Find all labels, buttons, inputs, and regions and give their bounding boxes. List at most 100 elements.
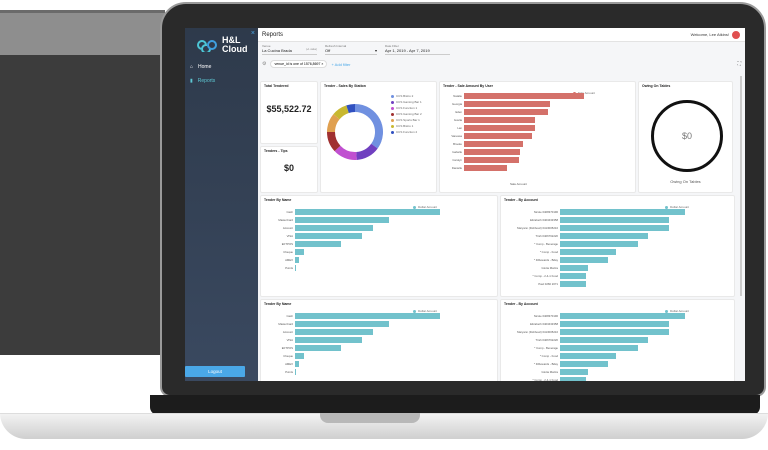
legend-item[interactable]: CCS Bistro 1	[391, 124, 422, 128]
add-filter-button[interactable]: + Add filter	[331, 61, 351, 67]
bar-row[interactable]: Lan	[442, 124, 592, 131]
card-title: Tender - Sales By Station	[324, 84, 366, 88]
bar-row[interactable]: MasterCard	[265, 216, 440, 223]
chevron-down-icon: ▾	[374, 48, 377, 53]
bar-row[interactable]: Points	[265, 264, 440, 271]
sidebar-item-label: Home	[198, 64, 212, 70]
refresh-select[interactable]: Off ▾	[325, 48, 377, 55]
legend-item[interactable]: CCS Gaming Bar 2	[391, 112, 422, 116]
x-axis-label: Sale Amount	[510, 182, 528, 186]
bar-row[interactable]: * Comp - Food	[505, 352, 685, 359]
bar-row[interactable]: * FiRewards - Bday	[505, 360, 685, 367]
date-filter-input[interactable]: Apr 1, 2019 - Apr 7, 2019	[385, 48, 450, 55]
bar-row[interactable]: Account	[265, 328, 440, 335]
card-title: Tender By Name	[264, 302, 292, 306]
total-tendered-value: $55,522.72	[266, 104, 312, 114]
filter-chip[interactable]: venue_id is one of 1576,8697 ×	[270, 60, 328, 68]
bar-row[interactable]: Maryann (Fishbowl) 0413005210	[505, 224, 685, 231]
scrollbar[interactable]	[740, 76, 742, 296]
tips-value: $0	[283, 163, 294, 173]
bar-row[interactable]: Nicole 0408370190	[505, 208, 685, 215]
refresh-label: Refresh Interval	[325, 44, 347, 48]
filter-bar: Venue La Cucina Brada (+1 value) Refresh I…	[258, 42, 745, 57]
sale-amount-by-user-card: Tender - Sale Amount By User Sale Amount…	[439, 81, 636, 193]
bar-row[interactable]: Eden	[442, 108, 592, 115]
fullscreen-icon[interactable]: ⛶	[737, 61, 741, 67]
tips-card: Tenders - Tips $0	[260, 146, 318, 193]
bar-row[interactable]: Vanessa	[442, 132, 592, 139]
bar-row[interactable]: Account	[265, 224, 440, 231]
bar-row[interactable]: EFTPOS	[265, 240, 440, 247]
bar-row[interactable]: Cash	[265, 312, 440, 319]
tender-by-name-card-2: Tender By Name Dollar Amount Cash MasterC…	[260, 299, 498, 381]
background-panel	[0, 10, 165, 58]
bar-row[interactable]: Paul 0266 2071	[505, 280, 685, 287]
bar-row[interactable]: Gloria Mazza	[505, 264, 685, 271]
bar-row[interactable]: Trish 0406762220	[505, 232, 685, 239]
bar-row[interactable]: Georgia	[442, 100, 592, 107]
bar-row[interactable]: Points	[265, 368, 440, 375]
home-icon: ⌂	[190, 64, 194, 70]
bar-row[interactable]: Carolyn	[442, 156, 592, 163]
donut-chart	[327, 104, 383, 160]
tender-by-name-card: Tender By Name Dollar Amount Cash MasterC…	[260, 195, 498, 297]
legend-item[interactable]: CCS Function 1	[391, 106, 422, 110]
legend-item[interactable]: CCS Bistro 2	[391, 94, 422, 98]
laptop-hinge	[150, 395, 760, 415]
bar-row[interactable]: * Comp - Food	[505, 248, 685, 255]
bar-row[interactable]: Nicole 0408370190	[505, 312, 685, 319]
sidebar-item-home[interactable]: ⌂ Home	[190, 64, 211, 70]
logout-button[interactable]: Logout	[185, 366, 245, 377]
bar-row[interactable]: Goulia	[442, 116, 592, 123]
venue-select[interactable]: La Cucina Brada (+1 value)	[262, 48, 317, 55]
card-title: Tender - Sale Amount By User	[443, 84, 493, 88]
legend-item[interactable]: CCS Sports Bar 1	[391, 118, 422, 122]
bar-row[interactable]: Elizabeth 0403433358	[505, 216, 685, 223]
bar-row[interactable]: Cheque	[265, 248, 440, 255]
bar-row[interactable]: AMEX	[265, 256, 440, 263]
welcome-text: Welcome, Lee Atkins!	[690, 32, 729, 37]
sidebar-item-reports[interactable]: ▮ Reports	[190, 78, 215, 84]
bar-row[interactable]: Brooke	[442, 140, 592, 147]
logo-line2: Cloud	[222, 44, 248, 54]
bar-row[interactable]: Cash	[265, 208, 440, 215]
page-title: Reports	[262, 31, 284, 38]
bar-row[interactable]: MasterCard	[265, 320, 440, 327]
bar-row[interactable]: * Comp - 2-4-1 Food	[505, 272, 685, 279]
tender-by-account-card: Tender - By Account Dollar Amount Nicole…	[500, 195, 735, 297]
bar-row[interactable]: Elizabeth 0403433358	[505, 320, 685, 327]
bar-row[interactable]: * Comp - Beverage	[505, 344, 685, 351]
bar-row[interactable]: Natalie	[442, 92, 592, 99]
laptop-notch	[320, 413, 420, 423]
background-panel-dark	[0, 55, 165, 355]
legend-item[interactable]: CCS Function 2	[391, 130, 422, 134]
main-content: Reports Welcome, Lee Atkins! Venue La Cuc…	[258, 28, 745, 381]
legend-item[interactable]: CCS Gaming Bar 1	[391, 100, 422, 104]
sales-by-station-card: Tender - Sales By Station CCS Bistro 2 CC…	[320, 81, 437, 193]
bar-row[interactable]: Isabelle	[442, 148, 592, 155]
bar-row[interactable]: EFTPOS	[265, 344, 440, 351]
gear-icon[interactable]: ⚙	[262, 61, 267, 67]
bar-row[interactable]: Danielle	[442, 164, 592, 171]
venue-label: Venue	[262, 44, 271, 48]
bar-row[interactable]: VISA	[265, 232, 440, 239]
owing-on-tables-card: Owing On Tables $0 Owing On Tables	[638, 81, 733, 193]
bar-row[interactable]: Trish 0406762220	[505, 336, 685, 343]
avatar[interactable]	[731, 29, 741, 40]
bar-row[interactable]: Cheque	[265, 352, 440, 359]
sidebar: × H&L Cloud ⌂ Home ▮ Reports Logout	[185, 28, 258, 381]
bar-row[interactable]: VISA	[265, 336, 440, 343]
bar-row[interactable]: Gloria Mazza	[505, 368, 685, 375]
bar-row[interactable]: * Comp - Beverage	[505, 240, 685, 247]
logo-line1: H&L	[222, 35, 241, 45]
card-title: Tender By Name	[264, 198, 292, 202]
bar-row[interactable]: Maryann (Fishbowl) 0413005210	[505, 328, 685, 335]
bar-row[interactable]: AMEX	[265, 360, 440, 367]
bar-row[interactable]: * FiRewards - Bday	[505, 256, 685, 263]
close-icon[interactable]: ×	[250, 30, 255, 37]
card-title: Total Tendered	[264, 84, 289, 88]
date-label: Date Filter	[385, 44, 399, 48]
screen: × H&L Cloud ⌂ Home ▮ Reports Logout Reports…	[185, 28, 745, 381]
total-tendered-card: Total Tendered $55,522.72	[260, 81, 318, 144]
bar-row[interactable]: * Comp - 2-4-1 Food	[505, 376, 685, 381]
